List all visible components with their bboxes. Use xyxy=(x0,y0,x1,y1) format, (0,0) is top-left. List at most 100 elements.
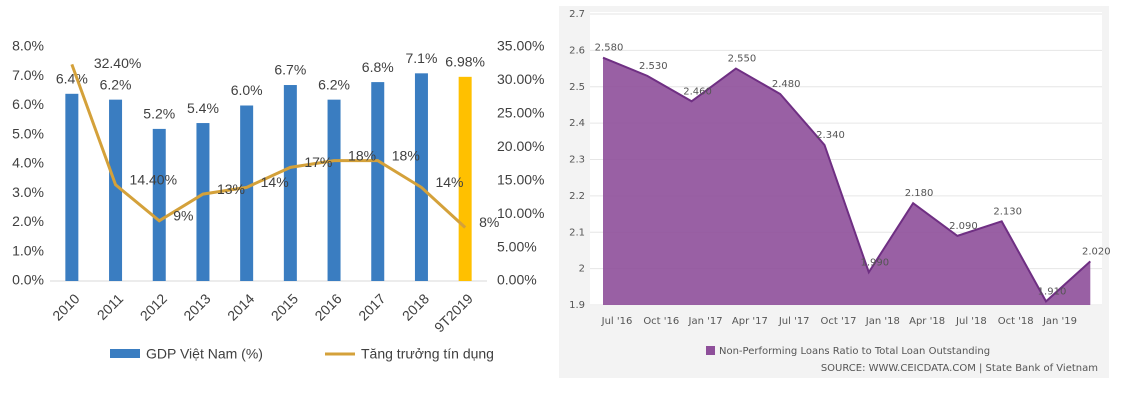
legend-swatch xyxy=(706,346,715,355)
bar xyxy=(240,105,254,281)
x-tick-label: Jan '19 xyxy=(1042,316,1077,327)
y2-tick-label: 0.00% xyxy=(497,272,537,288)
x-tick-label: Jan '17 xyxy=(688,316,723,327)
y-tick-label: 2.6 xyxy=(569,45,585,56)
y2-tick-label: 30.00% xyxy=(497,71,544,87)
point-label: 2.020 xyxy=(1082,246,1111,257)
area-line xyxy=(602,56,1091,303)
x-tick-label: Jul '17 xyxy=(778,316,810,327)
y-tick-label: 2.1 xyxy=(569,227,585,238)
point-label: 2.340 xyxy=(816,130,845,141)
y-tick-label: 2 xyxy=(579,264,585,275)
point-label: 2.130 xyxy=(993,206,1022,217)
bar xyxy=(283,85,297,282)
y-tick-label: 8.0% xyxy=(12,38,44,54)
bar xyxy=(371,82,385,281)
y-tick-label: 1.0% xyxy=(12,242,44,258)
x-tick-label: Apr '18 xyxy=(909,316,945,327)
x-tick-label: 2011 xyxy=(94,290,127,323)
x-tick-label: Oct '18 xyxy=(998,316,1034,327)
y-tick-label: 7.0% xyxy=(12,67,44,83)
legend-label: GDP Việt Nam (%) xyxy=(146,346,263,362)
y2-tick-label: 5.00% xyxy=(497,238,537,254)
x-tick-label: Apr '17 xyxy=(732,316,768,327)
line-label: 18% xyxy=(348,147,376,163)
bar xyxy=(327,99,341,282)
bar-label: 6.7% xyxy=(274,62,306,78)
bar xyxy=(109,99,123,282)
line-label: 17% xyxy=(304,154,332,170)
point-label: 2.550 xyxy=(728,54,757,65)
bar xyxy=(458,76,472,282)
bar-label: 6.4% xyxy=(56,71,88,87)
bar-label: 5.4% xyxy=(187,100,219,116)
point-label: 2.180 xyxy=(905,188,934,199)
bar-label: 6.2% xyxy=(100,76,132,92)
point-label: 2.530 xyxy=(639,61,668,72)
line xyxy=(70,63,467,229)
line-label: 9% xyxy=(173,208,193,224)
x-tick-label: Oct '17 xyxy=(821,316,857,327)
y-tick-label: 2.2 xyxy=(569,191,585,202)
x-tick-label: Jul '18 xyxy=(955,316,987,327)
x-tick-label: 2015 xyxy=(268,290,301,323)
point-label: 1.910 xyxy=(1038,286,1067,297)
line-label: 13% xyxy=(217,181,245,197)
x-tick-label: Jul '16 xyxy=(601,316,633,327)
y-tick-label: 5.0% xyxy=(12,125,44,141)
x-tick-label: 2018 xyxy=(399,290,432,323)
point-label: 2.580 xyxy=(595,43,624,54)
line-label: 18% xyxy=(392,147,420,163)
y-tick-label: 3.0% xyxy=(12,184,44,200)
bar-label: 5.2% xyxy=(143,106,175,122)
bar-label: 6.2% xyxy=(318,76,350,92)
legend-label: Tăng trưởng tín dụng xyxy=(361,346,494,362)
bar xyxy=(196,123,210,281)
y-tick-label: 2.0% xyxy=(12,213,44,229)
bar-label: 6.98% xyxy=(445,54,485,70)
line-label: 14% xyxy=(261,174,289,190)
point-label: 2.090 xyxy=(949,221,978,232)
y2-tick-label: 25.00% xyxy=(497,105,544,121)
x-tick-label: 2014 xyxy=(224,290,257,323)
bar-label: 7.1% xyxy=(405,50,437,66)
y2-tick-label: 10.00% xyxy=(497,205,544,221)
y-tick-label: 4.0% xyxy=(12,155,44,171)
y2-tick-label: 15.00% xyxy=(497,171,544,187)
line-label: 14.40% xyxy=(130,171,177,187)
line-label: 14% xyxy=(435,174,463,190)
bar-label: 6.8% xyxy=(362,59,394,75)
legend-label: Non-Performing Loans Ratio to Total Loan… xyxy=(719,346,990,357)
point-label: 2.480 xyxy=(772,79,801,90)
x-tick-label: 2016 xyxy=(311,290,344,323)
legend-swatch xyxy=(110,349,140,358)
source: SOURCE: WWW.CEICDATA.COM | State Bank of… xyxy=(821,363,1098,374)
x-tick-label: 2017 xyxy=(355,290,388,323)
y-tick-label: 0.0% xyxy=(12,272,44,288)
y2-tick-label: 20.00% xyxy=(497,138,544,154)
bar xyxy=(65,93,79,281)
line-label: 32.40% xyxy=(94,55,141,71)
gdp-credit-chart: 0.0% 1.0% 2.0% 3.0% 4.0% 5.0% 6.0% 7.0% 8.0% 0.00… xyxy=(12,38,544,362)
npl-chart: 1.9 2 2.1 2.2 2.3 2.4 2.5 2.6 2.7 Jul '16 Oct '16 J… xyxy=(559,6,1111,378)
point-label: 2.460 xyxy=(683,86,712,97)
y-tick-label: 2.4 xyxy=(569,118,585,129)
y-tick-label: 6.0% xyxy=(12,96,44,112)
line-label: 8% xyxy=(479,214,499,230)
bar xyxy=(414,73,428,281)
x-tick-label: 9T2019 xyxy=(431,290,476,335)
x-tick-label: 2012 xyxy=(137,290,170,323)
area xyxy=(603,57,1091,306)
bar-label: 6.0% xyxy=(231,82,263,98)
y-tick-label: 1.9 xyxy=(569,300,585,311)
bar xyxy=(152,128,166,281)
x-tick-label: Oct '16 xyxy=(643,316,679,327)
x-tick-label: 2010 xyxy=(49,290,82,323)
x-tick-label: Jan '18 xyxy=(865,316,900,327)
y2-tick-label: 35.00% xyxy=(497,38,544,54)
point-label: 1.990 xyxy=(860,257,889,268)
x-tick-label: 2013 xyxy=(180,290,213,323)
y-tick-label: 2.5 xyxy=(569,82,585,93)
y-tick-label: 2.7 xyxy=(569,9,585,20)
